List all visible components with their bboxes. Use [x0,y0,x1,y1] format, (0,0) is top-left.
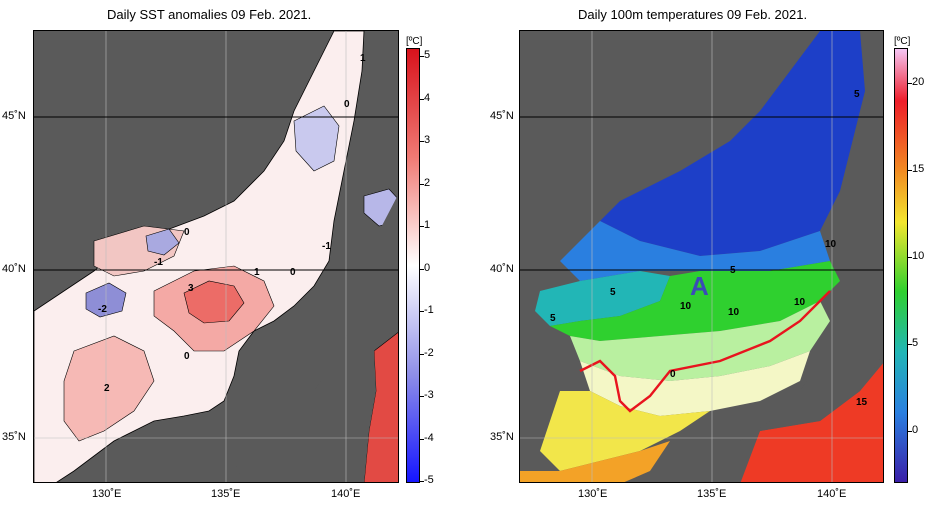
temp-zone-orange [520,441,670,482]
contour-label: 3 [188,283,194,294]
contour-label: 1 [360,53,366,64]
contour-label: 10 [680,301,692,312]
colorbar-tick-label: 10 [912,249,925,262]
contour-label: 1 [254,267,260,278]
colorbar-tick-mark [908,430,912,432]
sst-anomaly-panel: Daily SST anomalies 09 Feb. 2021. 45˚N 4… [0,0,466,526]
contour-label: -1 [154,257,163,268]
colorbar-tick-mark [420,311,424,312]
contour-label: 10 [794,297,806,308]
contour-label: 10 [825,239,837,250]
contour-label: 5 [550,313,556,324]
sst-colorbar [406,48,420,483]
sst-anomaly-title: Daily SST anomalies 09 Feb. 2021. [107,7,312,22]
land-japan-right [720,185,883,471]
colorbar-tick-label: 5 [912,336,919,349]
lat-label-40-right: 40˚N [490,263,514,275]
contour-label: 0 [184,227,190,238]
temp-100m-map-svg [520,31,883,482]
colorbar-tick-mark [908,82,912,84]
colorbar-tick-mark [420,141,424,142]
contour-label: 5 [854,89,860,100]
anomaly-cold-center [145,228,180,256]
temp-zone-yellow [540,391,710,471]
contour-label: 0 [344,99,350,110]
colorbar-tick-label: 15 [912,162,925,175]
lon-label-130-right: 130˚E [578,488,608,500]
colorbar-tick-mark [420,481,424,482]
colorbar-tick-label: 3 [424,134,431,146]
colorbar-tick-mark [420,98,424,100]
colorbar-tick-label: -2 [424,346,434,359]
temp-colorbar [894,48,908,483]
anomaly-cold-north [293,105,340,172]
contour-label: 5 [610,287,616,298]
temp-zone-green [550,261,840,341]
colorbar-tick-mark [420,396,424,397]
lat-label-35-right: 35˚N [490,431,514,443]
lon-label-130: 130˚E [92,488,122,500]
anomaly-warm-strong [183,280,245,324]
contour-label: 0 [184,351,190,362]
temp-100m-map: A 5 5 5 10 10 10 10 15 5 0 10 [519,30,884,483]
contour-label: 10 [728,307,740,318]
temp-colorbar-unit: [ºC] [894,36,911,47]
lat-label-35: 35˚N [2,431,26,443]
colorbar-tick-mark [908,256,912,258]
colorbar-tick-label: 4 [424,91,431,104]
colorbar-tick-mark [420,438,424,440]
land-japan-left [234,194,398,482]
sst-colorbar-unit: [ºC] [406,36,423,47]
lon-label-140-right: 140˚E [817,488,847,500]
colorbar-tick-mark [908,343,912,345]
anomaly-warm-south [63,335,155,442]
colorbar-tick-label: 0 [912,423,919,436]
temp-zone-warm [740,363,883,482]
lat-label-45-right: 45˚N [490,110,514,122]
major-grid-right [520,116,883,271]
colorbar-tick-label: -5 [424,474,434,486]
temp-zone-cool [560,221,830,281]
colorbar-tick-mark [420,268,424,270]
colorbar-tick-label: 2 [424,176,431,189]
contour-label: -2 [98,304,107,315]
colorbar-tick-label: 1 [424,219,431,231]
lon-label-135-right: 135˚E [697,488,727,500]
temp-100m-panel: Daily 100m temperatures 09 Feb. 2021. 45… [466,0,933,526]
contour-label: -1 [322,241,331,252]
colorbar-tick-label: 20 [912,75,925,88]
colorbar-tick-mark [420,353,424,355]
colorbar-tick-label: 0 [424,261,431,274]
temp-100m-title: Daily 100m temperatures 09 Feb. 2021. [578,7,808,22]
colorbar-tick-label: -4 [424,431,434,444]
temp-zone-teal [535,271,670,326]
contour-label: 0 [670,369,676,380]
colorbar-tick-mark [420,56,424,57]
contour-label: 0 [290,267,296,278]
contour-label: 5 [730,265,736,276]
colorbar-tick-mark [420,183,424,185]
colorbar-tick-label: -3 [424,389,434,401]
major-grid-left [34,116,398,271]
front-line [579,290,831,413]
temp-zone-pale [580,351,810,416]
temp-zone-lightgreen [570,301,830,381]
sst-anomaly-map: 1 3 -2 -1 0 2 0 1 0 -1 0 [33,30,399,483]
contour-label: 2 [104,383,110,394]
lon-label-135: 135˚E [211,488,241,500]
temp-zone-cold [600,31,865,256]
sst-anomaly-map-svg [34,31,398,482]
colorbar-tick-label: -1 [424,304,434,316]
lat-label-45: 45˚N [2,110,26,122]
marker-a: A [690,271,709,301]
colorbar-tick-mark [908,169,912,171]
lon-label-140: 140˚E [331,488,361,500]
colorbar-tick-label: 5 [424,49,431,61]
lat-label-40: 40˚N [2,263,26,275]
colorbar-tick-mark [420,226,424,227]
contour-label: 15 [856,397,868,408]
